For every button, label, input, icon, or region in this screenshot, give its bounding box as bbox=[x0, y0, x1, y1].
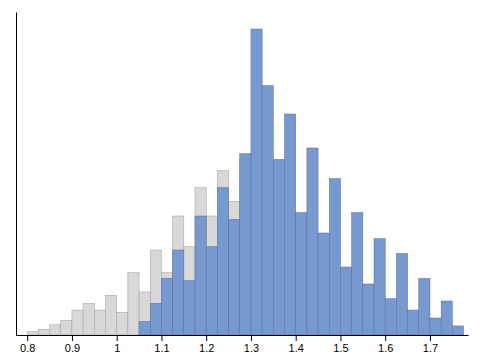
histogram-bar bbox=[128, 273, 139, 335]
histogram-bar bbox=[61, 320, 72, 335]
histogram-bar bbox=[441, 301, 452, 335]
x-tick-label: 1 bbox=[114, 342, 120, 354]
histogram-bar bbox=[173, 216, 184, 335]
x-tick-mark bbox=[296, 335, 297, 341]
x-tick-label: 1.1 bbox=[154, 342, 169, 354]
histogram-bar bbox=[206, 216, 217, 335]
histogram-bar bbox=[184, 281, 195, 335]
plot-area: 0.8 0.9 1 1.1 1.2 1.3 1.4 1.5 1.6 1.7 bbox=[17, 13, 469, 354]
histogram-bar bbox=[296, 213, 307, 335]
histogram-bar bbox=[217, 188, 228, 335]
histogram-bar bbox=[206, 247, 217, 335]
histogram-bar bbox=[184, 247, 195, 335]
x-tick-label: 1.4 bbox=[289, 342, 304, 354]
histogram-bar bbox=[408, 310, 419, 335]
histogram-bar bbox=[139, 292, 150, 335]
histogram-bar bbox=[27, 332, 38, 335]
histogram-bar bbox=[329, 179, 340, 335]
histogram-bar bbox=[150, 250, 161, 335]
x-axis: 0.8 0.9 1 1.1 1.2 1.3 1.4 1.5 1.6 1.7 bbox=[17, 335, 469, 354]
histogram-bar bbox=[419, 278, 430, 335]
y-axis-line bbox=[16, 13, 17, 336]
histogram-bar bbox=[396, 253, 407, 335]
x-tick-mark bbox=[206, 335, 207, 341]
x-tick: 1.1 bbox=[154, 335, 169, 354]
x-tick-mark bbox=[117, 335, 118, 341]
x-tick-label: 0.9 bbox=[65, 342, 80, 354]
x-tick-label: 1.7 bbox=[423, 342, 438, 354]
histogram-bar bbox=[217, 171, 228, 335]
x-tick: 0.8 bbox=[20, 335, 35, 354]
x-tick-label: 1.6 bbox=[378, 342, 393, 354]
histogram-bar bbox=[430, 318, 441, 335]
histogram-bar bbox=[385, 299, 396, 335]
x-tick-mark bbox=[161, 335, 162, 341]
chart-container: 0.8 0.9 1 1.1 1.2 1.3 1.4 1.5 1.6 1.7 bbox=[0, 0, 484, 363]
histogram-bar bbox=[229, 219, 240, 335]
histogram-bar bbox=[318, 233, 329, 335]
histogram-bar bbox=[452, 326, 463, 335]
histogram-bar bbox=[307, 148, 318, 335]
x-tick: 1.5 bbox=[333, 335, 348, 354]
x-tick-label: 1.2 bbox=[199, 342, 214, 354]
x-tick-mark bbox=[27, 335, 28, 341]
histogram-bar bbox=[229, 201, 240, 335]
histogram-bar bbox=[363, 284, 374, 335]
x-tick: 1.2 bbox=[199, 335, 214, 354]
histogram-bar bbox=[150, 303, 161, 335]
histogram-bar bbox=[139, 321, 150, 335]
x-tick: 1.4 bbox=[289, 335, 304, 354]
x-tick-label: 1.5 bbox=[333, 342, 348, 354]
histogram-bar bbox=[374, 239, 385, 335]
histogram-bar bbox=[262, 86, 273, 335]
x-tick-label: 0.8 bbox=[20, 342, 35, 354]
histogram-bar bbox=[117, 312, 128, 335]
histogram-bar bbox=[285, 114, 296, 335]
bars bbox=[27, 29, 463, 335]
histogram-bar bbox=[161, 273, 172, 335]
histogram-bar bbox=[195, 188, 206, 335]
x-tick-mark bbox=[251, 335, 252, 341]
histogram-bar bbox=[106, 295, 117, 335]
x-tick: 1.7 bbox=[423, 335, 438, 354]
histogram-bar bbox=[195, 216, 206, 335]
histogram-bar bbox=[72, 310, 83, 335]
histogram-bar bbox=[161, 278, 172, 335]
x-tick-label: 1.3 bbox=[244, 342, 259, 354]
y-axis bbox=[16, 13, 17, 336]
x-tick-mark bbox=[340, 335, 341, 341]
x-tick-mark bbox=[385, 335, 386, 341]
series-0 bbox=[27, 159, 251, 335]
histogram-bar bbox=[83, 303, 94, 335]
x-tick: 1.3 bbox=[244, 335, 259, 354]
x-tick: 1.6 bbox=[378, 335, 393, 354]
histogram-bar bbox=[352, 213, 363, 335]
histogram-bar bbox=[94, 310, 105, 335]
histogram-bar bbox=[273, 159, 284, 335]
series-1 bbox=[139, 29, 463, 335]
histogram-bar bbox=[240, 154, 251, 335]
histogram-bar bbox=[38, 329, 49, 335]
x-tick: 0.9 bbox=[65, 335, 80, 354]
x-tick-mark bbox=[72, 335, 73, 341]
histogram-bar bbox=[50, 325, 61, 335]
histogram-bar bbox=[251, 29, 262, 335]
histogram-bar bbox=[173, 250, 184, 335]
chart-svg: 0.8 0.9 1 1.1 1.2 1.3 1.4 1.5 1.6 1.7 bbox=[0, 0, 484, 363]
histogram-bar bbox=[340, 267, 351, 335]
x-axis-line bbox=[17, 335, 469, 336]
x-tick: 1 bbox=[114, 335, 120, 354]
x-tick-mark bbox=[430, 335, 431, 341]
